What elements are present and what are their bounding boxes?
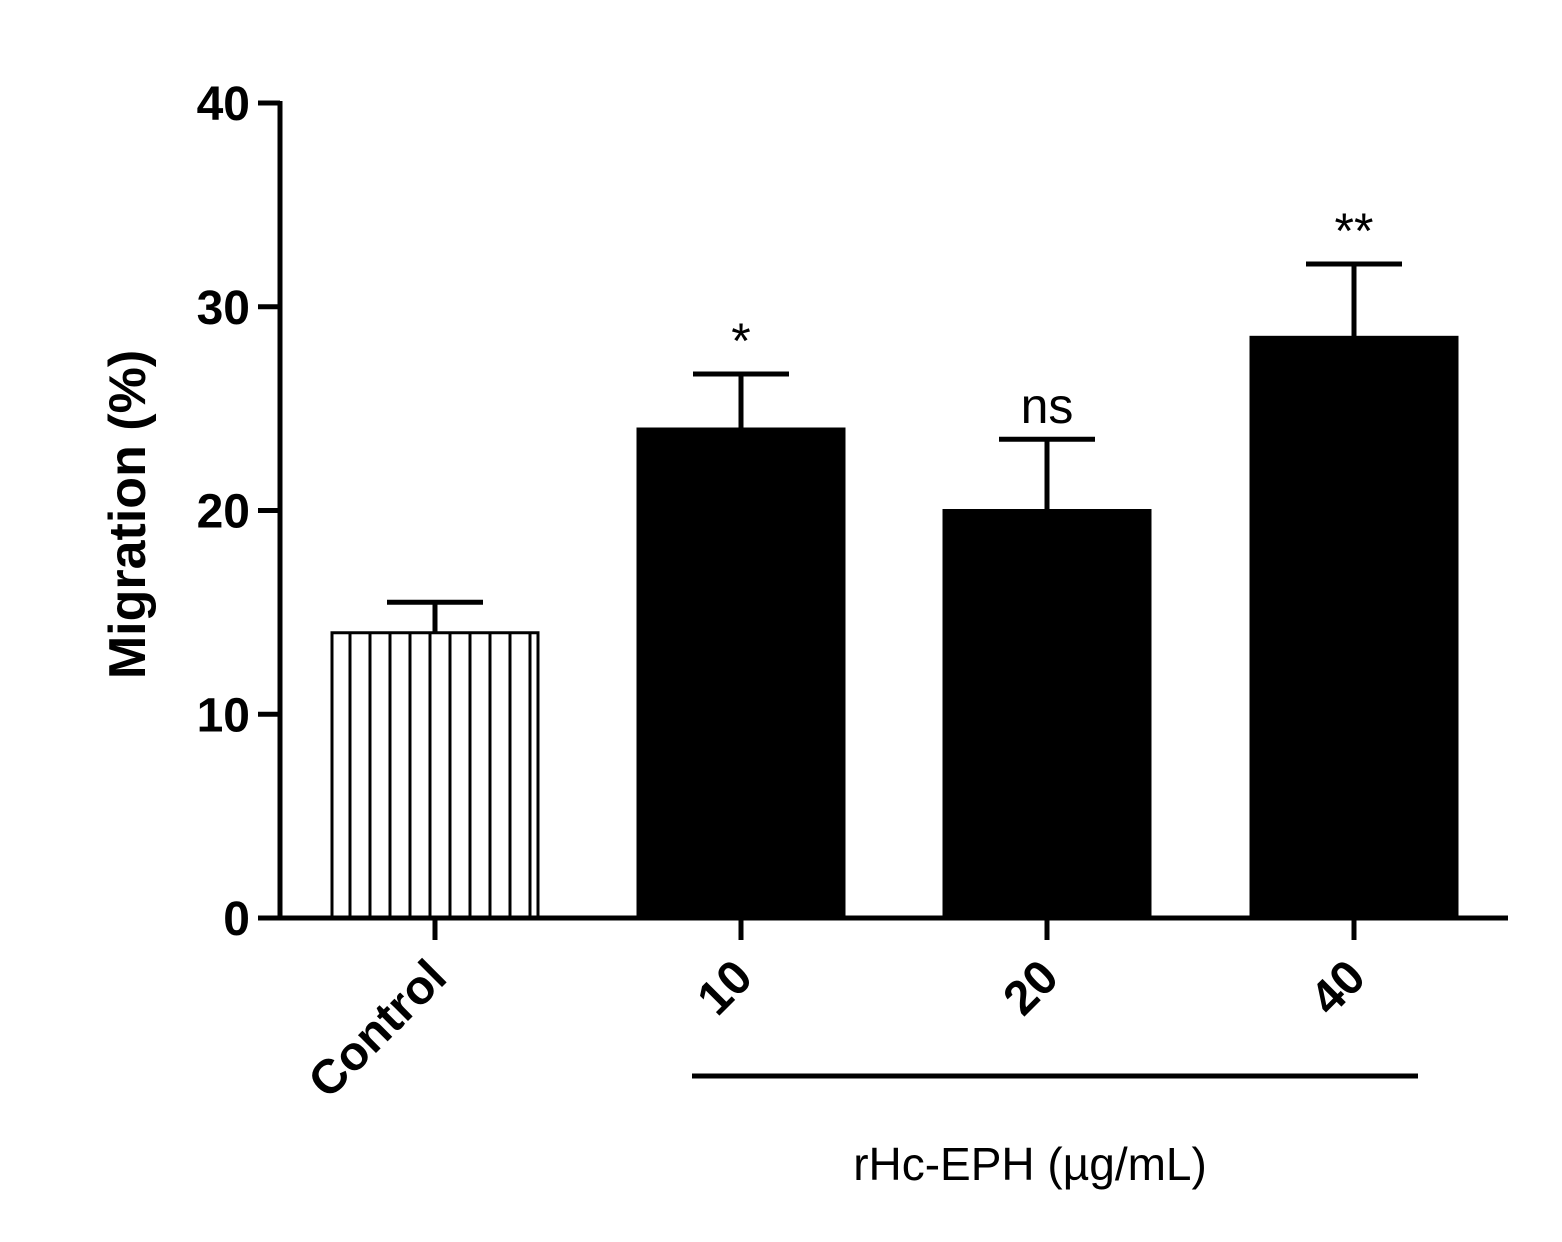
group-label: rHc-EPH (µg/mL) (853, 1138, 1207, 1190)
x-tick-label: 20 (994, 950, 1069, 1025)
significance-label: ** (1335, 203, 1374, 259)
bar-20 (942, 509, 1152, 920)
significance-label: * (731, 313, 750, 369)
y-axis-ticks: 0 10 20 30 40 (197, 78, 280, 946)
bar-40 (1249, 335, 1459, 920)
y-tick-label: 40 (197, 78, 250, 131)
x-axis-ticks: Control 10 20 40 (299, 918, 1376, 1108)
y-tick-label: 0 (223, 893, 250, 946)
significance-label: ns (1021, 378, 1074, 434)
x-tick-label: Control (299, 950, 457, 1108)
bars-group (330, 335, 1459, 920)
bar-control (330, 631, 540, 920)
bar-10 (636, 427, 846, 920)
y-axis-label: Migration (%) (99, 350, 157, 679)
y-tick-label: 10 (197, 689, 250, 742)
error-bars-group: * ns ** (387, 203, 1402, 633)
x-tick-label: 40 (1301, 950, 1376, 1025)
y-tick-label: 30 (197, 282, 250, 335)
x-tick-label: 10 (688, 950, 763, 1025)
y-tick-label: 20 (197, 486, 250, 539)
